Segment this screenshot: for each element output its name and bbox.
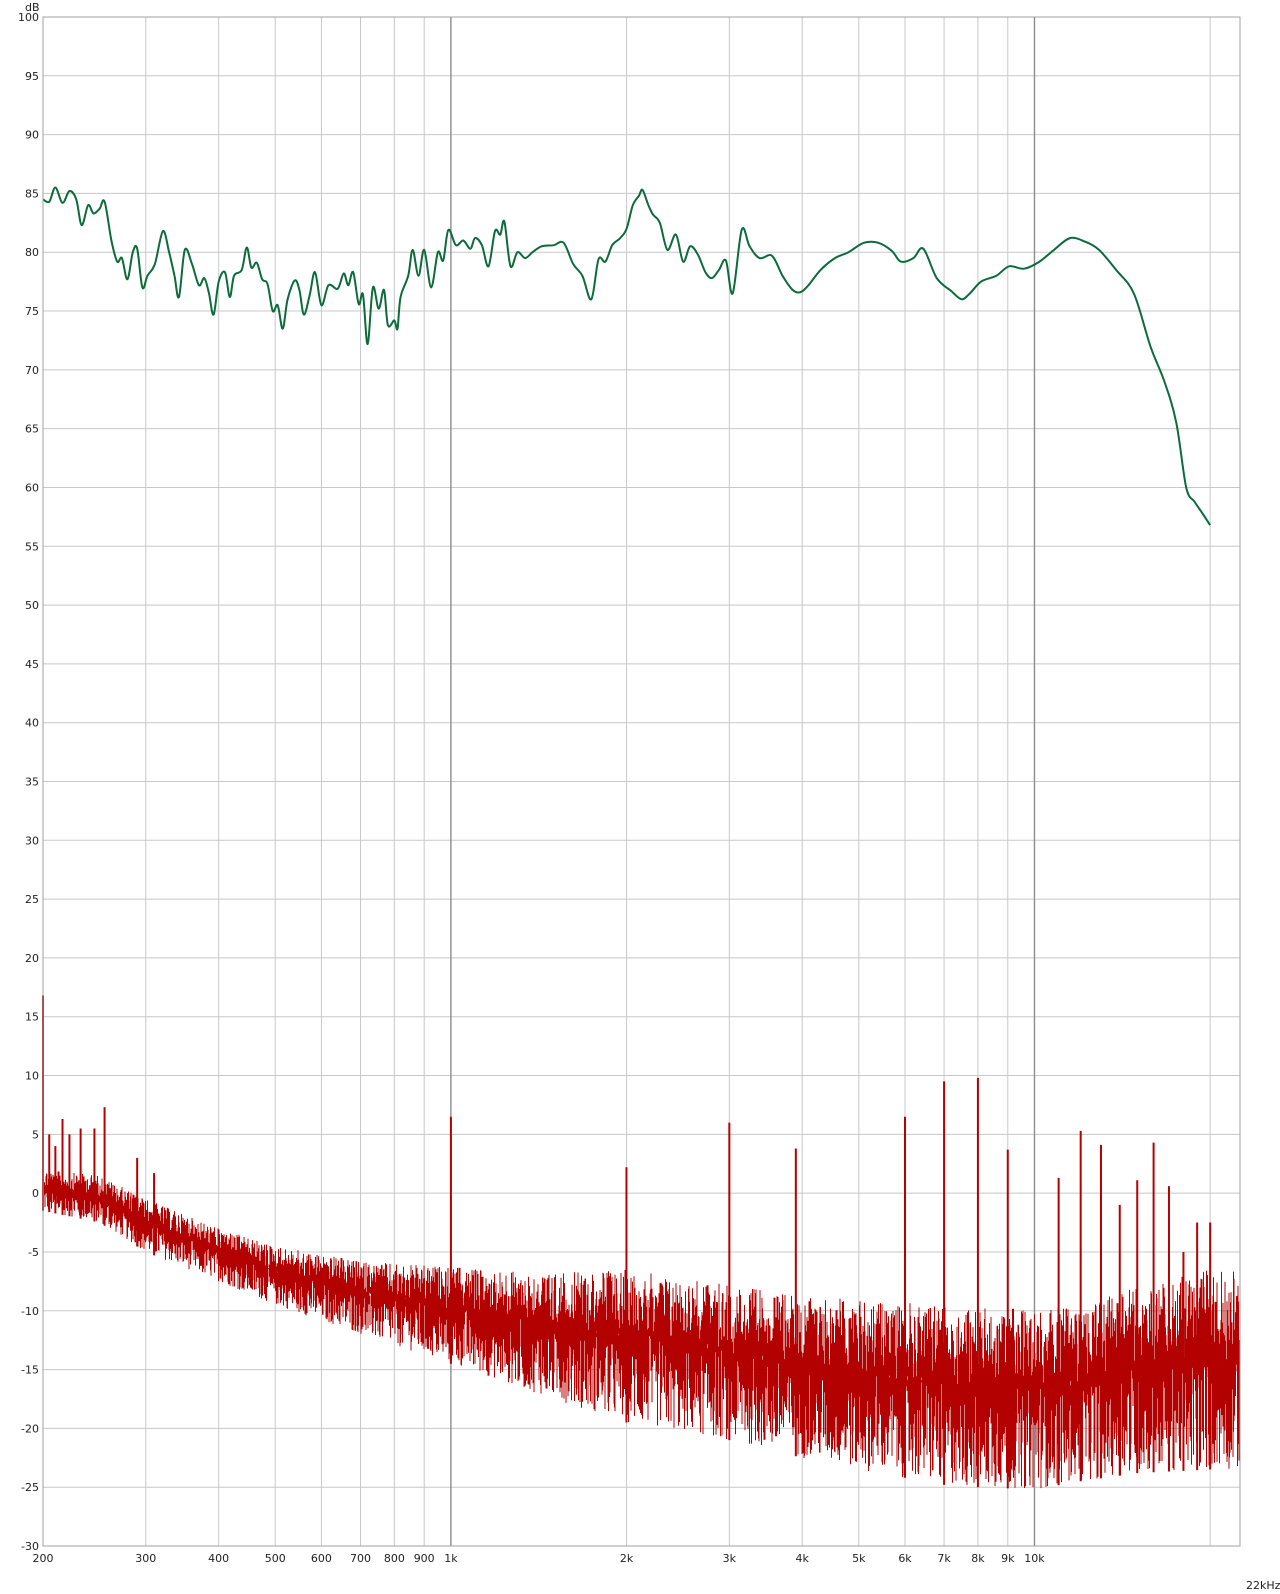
- x-tick-label: 800: [384, 1552, 405, 1565]
- x-tick-label: 500: [265, 1552, 286, 1565]
- y-tick-label: 70: [25, 364, 39, 377]
- y-tick-label: 95: [25, 70, 39, 83]
- x-tick-label: 1k: [444, 1552, 458, 1565]
- y-tick-label: -30: [21, 1540, 39, 1553]
- x-tick-label: 8k: [971, 1552, 985, 1565]
- y-tick-label: 55: [25, 540, 39, 553]
- x-tick-label: 900: [414, 1552, 435, 1565]
- y-tick-label: 50: [25, 599, 39, 612]
- x-tick-label: 2k: [620, 1552, 634, 1565]
- y-tick-label: -10: [21, 1305, 39, 1318]
- x-tick-label: 200: [33, 1552, 54, 1565]
- noise-floor-series: [42, 995, 1241, 1489]
- x-axis-unit-label: 22kHz: [1246, 1579, 1280, 1592]
- y-tick-label: 25: [25, 893, 39, 906]
- y-tick-label: 90: [25, 129, 39, 142]
- x-tick-label: 6k: [898, 1552, 912, 1565]
- y-tick-label: 65: [25, 423, 39, 436]
- x-tick-label: 600: [311, 1552, 332, 1565]
- response-curve-line: [42, 186, 1211, 526]
- y-tick-label: 30: [25, 834, 39, 847]
- y-tick-label: 40: [25, 717, 39, 730]
- x-tick-label: 4k: [796, 1552, 810, 1565]
- y-tick-label: -5: [28, 1246, 39, 1259]
- axis-tick-labels: 1009590858075706560555045403530252015105…: [18, 11, 1045, 1565]
- y-tick-label: 5: [32, 1128, 39, 1141]
- y-tick-label: 75: [25, 305, 39, 318]
- y-tick-label: -15: [21, 1364, 39, 1377]
- y-axis-unit-label: dB: [25, 1, 40, 14]
- response-curve-series: [42, 186, 1211, 526]
- x-tick-label: 10k: [1024, 1552, 1045, 1565]
- x-tick-label: 7k: [937, 1552, 951, 1565]
- plot-frame: [42, 16, 1241, 1547]
- y-tick-label: 100: [18, 11, 39, 24]
- x-tick-label: 9k: [1001, 1552, 1015, 1565]
- y-tick-label: 80: [25, 246, 39, 259]
- x-tick-label: 700: [350, 1552, 371, 1565]
- y-tick-label: 45: [25, 658, 39, 671]
- y-tick-label: -25: [21, 1481, 39, 1494]
- x-tick-label: 3k: [723, 1552, 737, 1565]
- y-tick-label: 0: [32, 1187, 39, 1200]
- y-tick-label: 35: [25, 776, 39, 789]
- y-tick-label: -20: [21, 1422, 39, 1435]
- x-tick-label: 300: [135, 1552, 156, 1565]
- y-tick-label: 10: [25, 1070, 39, 1083]
- x-tick-label: 5k: [852, 1552, 866, 1565]
- x-tick-label: 400: [208, 1552, 229, 1565]
- y-tick-label: 15: [25, 1011, 39, 1024]
- y-tick-label: 85: [25, 187, 39, 200]
- y-tick-label: 60: [25, 481, 39, 494]
- y-tick-label: 20: [25, 952, 39, 965]
